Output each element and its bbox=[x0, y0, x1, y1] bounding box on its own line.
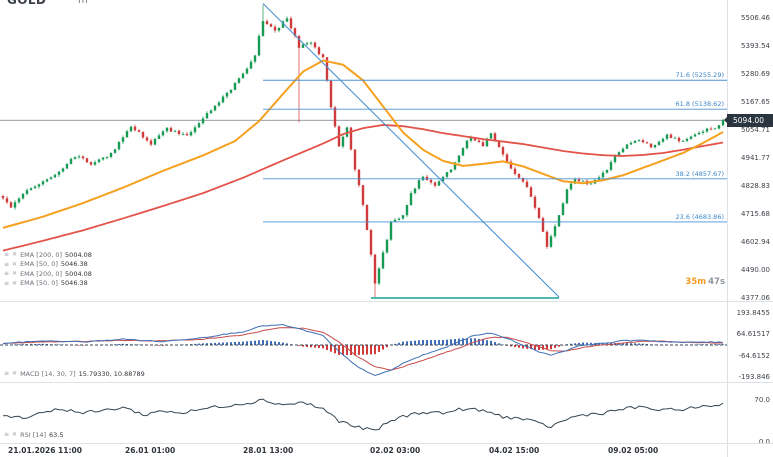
indicator-value: 5004.08 bbox=[65, 250, 92, 259]
price-axis-label: 5167.65 bbox=[741, 98, 770, 106]
price-axis-label: 193.8455 bbox=[736, 308, 770, 317]
timeframe-label: m bbox=[78, 0, 88, 6]
price-axis-label: 4490.00 bbox=[741, 266, 770, 274]
indicator-remove-icon[interactable]: ✕ bbox=[12, 251, 18, 258]
price-axis[interactable]: 5506.46 5393.54 5280.69 5167.65 5054.71 4941.… bbox=[727, 0, 773, 446]
indicator-remove-icon[interactable]: ✕ bbox=[12, 260, 18, 268]
fib-level-label: 71.6 (5255.29) bbox=[675, 71, 725, 80]
macd-pane-separator bbox=[0, 301, 773, 302]
indicator-value: 63.5 bbox=[49, 430, 64, 439]
indicator-label: EMA [200, 0] bbox=[20, 269, 63, 278]
rsi-pane-separator bbox=[0, 382, 773, 383]
price-axis-label: 4941.77 bbox=[741, 154, 770, 162]
candle-countdown: 35m 47s bbox=[685, 277, 725, 287]
indicator-label: EMA [200, 0] bbox=[20, 250, 63, 259]
indicator-value: 15.79330, 10.88789 bbox=[78, 369, 145, 378]
current-price-value: 5094.00 bbox=[733, 115, 765, 125]
axis-separator-line bbox=[727, 0, 728, 457]
indicator-legend-row: ≡ ✕ EMA [200, 0] 5004.08 bbox=[4, 269, 92, 278]
price-axis-label: 4602.94 bbox=[741, 238, 770, 246]
indicator-legend-row: ≡ ✕ EMA [50, 0] 5046.38 bbox=[4, 260, 92, 268]
indicator-remove-icon[interactable]: ✕ bbox=[12, 370, 18, 377]
time-axis-label: 26.01 01:00 bbox=[125, 446, 176, 455]
macd-indicator-legend: ≡ ✕ MACD [14, 30, 7] 15.79330, 10.88789 bbox=[4, 369, 145, 378]
indicator-label: EMA [50, 0] bbox=[20, 260, 58, 268]
ema-indicator-legend: ≡ ✕ EMA [200, 0] 5004.08 ≡ ✕ EMA [50, 0] 5046.3… bbox=[4, 250, 92, 288]
time-axis-label: 21.01.2026 11:00 bbox=[8, 446, 82, 455]
indicator-legend-row: ≡ ✕ EMA [50, 0] 5046.38 bbox=[4, 279, 92, 287]
time-axis-label: 02.02 03:00 bbox=[370, 446, 421, 455]
indicator-legend-row: ≡ ✕ RSI [14] 63.5 bbox=[4, 430, 64, 439]
price-axis-label: 5393.54 bbox=[741, 42, 770, 50]
price-axis-label: 4377.06 bbox=[741, 294, 770, 302]
fib-level-label: 61.8 (5138.62) bbox=[675, 100, 725, 109]
price-axis-label: 0.0 bbox=[758, 437, 770, 446]
price-axis-label: 5054.71 bbox=[741, 126, 770, 134]
indicator-label: EMA [50, 0] bbox=[20, 279, 58, 287]
price-axis-label: -193.846 bbox=[738, 373, 770, 382]
indicator-settings-icon[interactable]: ≡ bbox=[4, 370, 10, 377]
time-axis-label: 04.02 15:00 bbox=[489, 446, 540, 455]
indicator-settings-icon[interactable]: ≡ bbox=[4, 279, 10, 287]
fib-level-label: 23.6 (4683.86) bbox=[675, 212, 725, 221]
current-price-tag: 5094.00 bbox=[724, 113, 773, 127]
indicator-remove-icon[interactable]: ✕ bbox=[12, 431, 18, 438]
countdown-minutes: 35m bbox=[685, 277, 707, 287]
fib-level-label: 38.2 (4857.67) bbox=[675, 169, 725, 178]
time-axis-label: 28.01 13:00 bbox=[243, 446, 294, 455]
time-axis[interactable]: 21.01.2026 11:00 26.01 01:00 28.01 13:00 02… bbox=[0, 443, 773, 457]
symbol-label: GOLD bbox=[7, 0, 47, 7]
price-axis-label: 70.0 bbox=[754, 396, 770, 404]
indicator-label: RSI [14] bbox=[20, 430, 47, 439]
time-axis-label: 09.02 05:00 bbox=[608, 446, 659, 455]
price-axis-label: 64.61517 bbox=[736, 330, 770, 339]
time-axis-separator bbox=[0, 443, 773, 444]
indicator-legend-row: ≡ ✕ EMA [200, 0] 5004.08 bbox=[4, 250, 92, 259]
indicator-label: MACD [14, 30, 7] bbox=[20, 369, 76, 378]
price-axis-label: 5506.46 bbox=[741, 14, 770, 22]
indicator-value: 5004.08 bbox=[65, 269, 92, 278]
rsi-indicator-legend: ≡ ✕ RSI [14] 63.5 bbox=[4, 430, 64, 439]
countdown-seconds: 47s bbox=[708, 277, 725, 287]
price-axis-label: -64.6152 bbox=[738, 351, 770, 360]
indicator-settings-icon[interactable]: ≡ bbox=[4, 270, 10, 277]
indicator-value: 5046.38 bbox=[60, 279, 88, 287]
chart-canvas[interactable] bbox=[0, 0, 727, 443]
indicator-settings-icon[interactable]: ≡ bbox=[4, 431, 10, 438]
indicator-value: 5046.38 bbox=[60, 260, 88, 268]
indicator-legend-row: ≡ ✕ MACD [14, 30, 7] 15.79330, 10.88789 bbox=[4, 369, 145, 378]
price-axis-label: 5280.69 bbox=[741, 70, 770, 78]
indicator-remove-icon[interactable]: ✕ bbox=[12, 279, 18, 287]
indicator-settings-icon[interactable]: ≡ bbox=[4, 251, 10, 258]
price-axis-label: 4715.68 bbox=[741, 210, 770, 218]
indicator-settings-icon[interactable]: ≡ bbox=[4, 260, 10, 268]
price-axis-label: 4828.83 bbox=[741, 182, 770, 190]
indicator-remove-icon[interactable]: ✕ bbox=[12, 270, 18, 277]
